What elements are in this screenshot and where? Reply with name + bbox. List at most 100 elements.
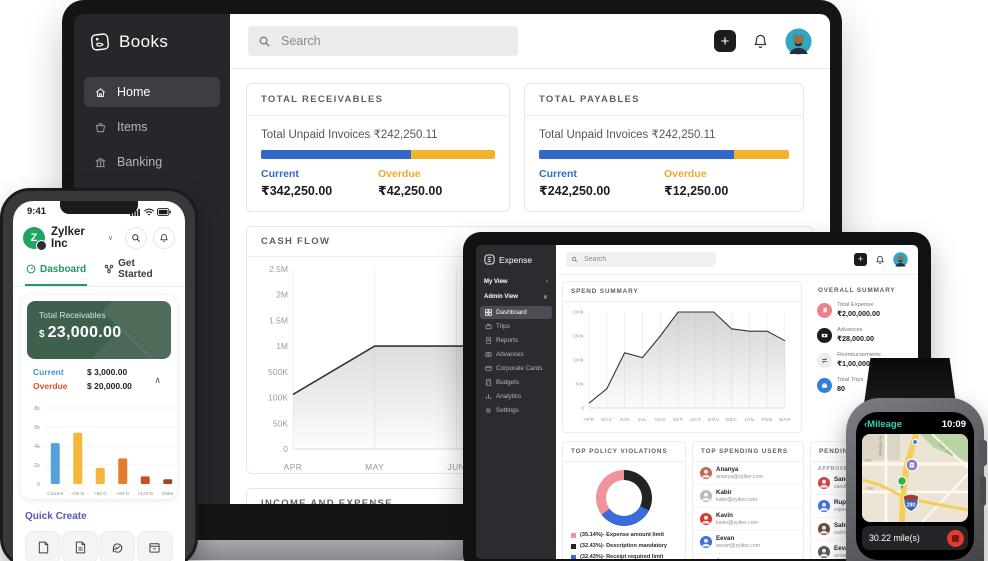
svg-text:JAN: JAN [744, 417, 754, 423]
notifications-button[interactable] [153, 227, 175, 249]
overdue-value: $ 20,000.00 [87, 381, 132, 391]
stop-tracking-button[interactable] [947, 529, 964, 547]
nav-item-label: Advances [496, 351, 524, 358]
user-avatar[interactable] [893, 252, 908, 267]
watch-titlebar: ‹Mileage 10:09 [862, 416, 968, 432]
user-row[interactable]: Ananyanany@zylker.com [693, 554, 803, 559]
nav-item-analytics[interactable]: Analytics [480, 390, 552, 403]
nav-item-reports[interactable]: Reports [480, 334, 552, 347]
svg-text:JUL: JUL [638, 417, 648, 423]
overdue-value: ₹12,250.00 [664, 184, 729, 198]
nav-item-corporate-cards[interactable]: Corporate Cards [480, 362, 552, 375]
svg-text:SEP: SEP [673, 417, 684, 423]
approver-subheader: APPROVER [818, 466, 853, 472]
current-value: $ 3,000.00 [87, 367, 128, 377]
overdue-label: Overdue [664, 168, 707, 180]
tab-get-started[interactable]: Get Started [103, 256, 173, 286]
total-receivables-banner[interactable]: Total Receivables $23,000.00 [27, 301, 171, 359]
svg-text:280: 280 [907, 503, 916, 509]
svg-text:FEB: FEB [762, 417, 773, 423]
transfer-arrows-icon [817, 352, 832, 368]
sidebar-item-banking[interactable]: Banking [84, 147, 220, 177]
quick-create-product[interactable]: Product [136, 531, 173, 561]
tablet-device: Expense My View › Admin View ∨ Dashboard… [463, 232, 931, 561]
current-label: Current [261, 168, 299, 180]
map-park-area [920, 434, 968, 462]
summary-value: ₹28,000.00 [837, 334, 874, 343]
legend-text: (35.14%)- Expense amount limit [580, 532, 664, 538]
create-new-button[interactable]: + [854, 253, 867, 266]
current-value: ₹342,250.00 [261, 184, 333, 198]
watch-map[interactable]: Phelan Av Ave Ave San Jose [862, 434, 968, 522]
user-email: ananya@zylker.com [716, 474, 763, 480]
org-name[interactable]: Zylker Inc [51, 226, 85, 250]
svg-text:<60 D: <60 D [94, 491, 107, 497]
sidebar-item-items[interactable]: Items [84, 112, 220, 142]
collapse-chevron-icon[interactable]: ∧ [154, 375, 161, 385]
nav-item-dashboard[interactable]: Dashboard [480, 306, 552, 319]
mileage-back-title[interactable]: ‹Mileage [864, 419, 902, 430]
svg-text:DEC: DEC [726, 417, 737, 423]
phone-device: 9:41 Z Zylker Inc ∨ Dasboard [0, 188, 198, 561]
svg-text:0: 0 [283, 444, 288, 454]
svg-text:APR: APR [284, 462, 303, 472]
sidebar-item-label: Banking [117, 155, 163, 169]
overdue-value: ₹42,250.00 [378, 184, 443, 198]
legend-swatch [571, 543, 576, 549]
home-icon [94, 86, 107, 99]
quick-create-invoice[interactable]: Invoice [25, 531, 62, 561]
books-logo-row: Books [74, 30, 230, 72]
nav-item-settings[interactable]: Settings [480, 404, 552, 417]
svg-text:<120 D: <120 D [137, 491, 153, 497]
user-name: Ananya [716, 466, 739, 473]
tab-dashboard[interactable]: Dasboard [25, 256, 87, 286]
bell-icon[interactable] [875, 255, 885, 265]
phone-tabs: Dasboard Get Started [13, 256, 185, 287]
watch-side-button[interactable] [980, 476, 986, 506]
total-payables-card[interactable]: TOTAL PAYABLES Total Unpaid Invoices ₹24… [524, 83, 804, 212]
user-row[interactable]: Kavin kavin@zylker.com [693, 508, 803, 531]
expense-search-input[interactable] [582, 255, 711, 264]
avatar [700, 490, 712, 502]
svg-text:Older: Older [162, 491, 174, 497]
summary-row-advances: Advances ₹28,000.00 [817, 327, 905, 343]
expense-search[interactable] [566, 252, 716, 267]
user-name: Rupesh [834, 499, 880, 506]
svg-text:MAY: MAY [601, 417, 613, 423]
user-row[interactable]: Ananya ananya@zylker.com [693, 462, 803, 485]
user-row[interactable]: Kabir kabir@zylker.com [693, 485, 803, 508]
sidebar-item-home[interactable]: Home [84, 77, 220, 107]
watch-crown[interactable] [979, 440, 987, 466]
quick-create-subscription[interactable]: Subscription [98, 531, 136, 561]
create-new-button[interactable]: + [714, 30, 736, 52]
subscription-icon [112, 543, 123, 553]
nav-group-admin-view[interactable]: Admin View ∨ [476, 289, 556, 305]
nav-item-advances[interactable]: Advances [480, 348, 552, 361]
total-receivables-card[interactable]: TOTAL RECEIVABLES Total Unpaid Invoices … [246, 83, 510, 212]
avatar [818, 523, 830, 535]
nav-group-my-view[interactable]: My View › [476, 274, 556, 289]
books-topbar: + [230, 14, 830, 69]
bar-<90 D [118, 458, 128, 484]
nav-item-budgets[interactable]: Budgets [480, 376, 552, 389]
product-icon [149, 543, 160, 553]
nav-group-label: My View [484, 278, 508, 285]
quick-create-estimate[interactable]: Estimate [62, 531, 99, 561]
expense-logo-row: Expense [476, 254, 556, 274]
nav-item-label: Budgets [496, 379, 520, 386]
dashboard-icon [485, 309, 492, 316]
battery-icon [157, 207, 171, 216]
spend-summary-title: SPEND SUMMARY [563, 282, 801, 302]
books-search[interactable] [248, 26, 518, 56]
distance-value: 30.22 mile(s) [869, 533, 920, 543]
books-search-input[interactable] [279, 33, 508, 49]
nav-item-trips[interactable]: Trips [480, 320, 552, 333]
user-avatar[interactable] [785, 27, 812, 55]
card-icon [485, 365, 492, 372]
search-button[interactable] [125, 227, 147, 249]
user-row[interactable]: Eevan eevan@zylker.com [693, 531, 803, 554]
svg-text:NOV: NOV [708, 417, 720, 423]
org-avatar[interactable]: Z [23, 227, 47, 251]
gauge-icon [26, 264, 36, 274]
bell-icon[interactable] [752, 33, 769, 50]
